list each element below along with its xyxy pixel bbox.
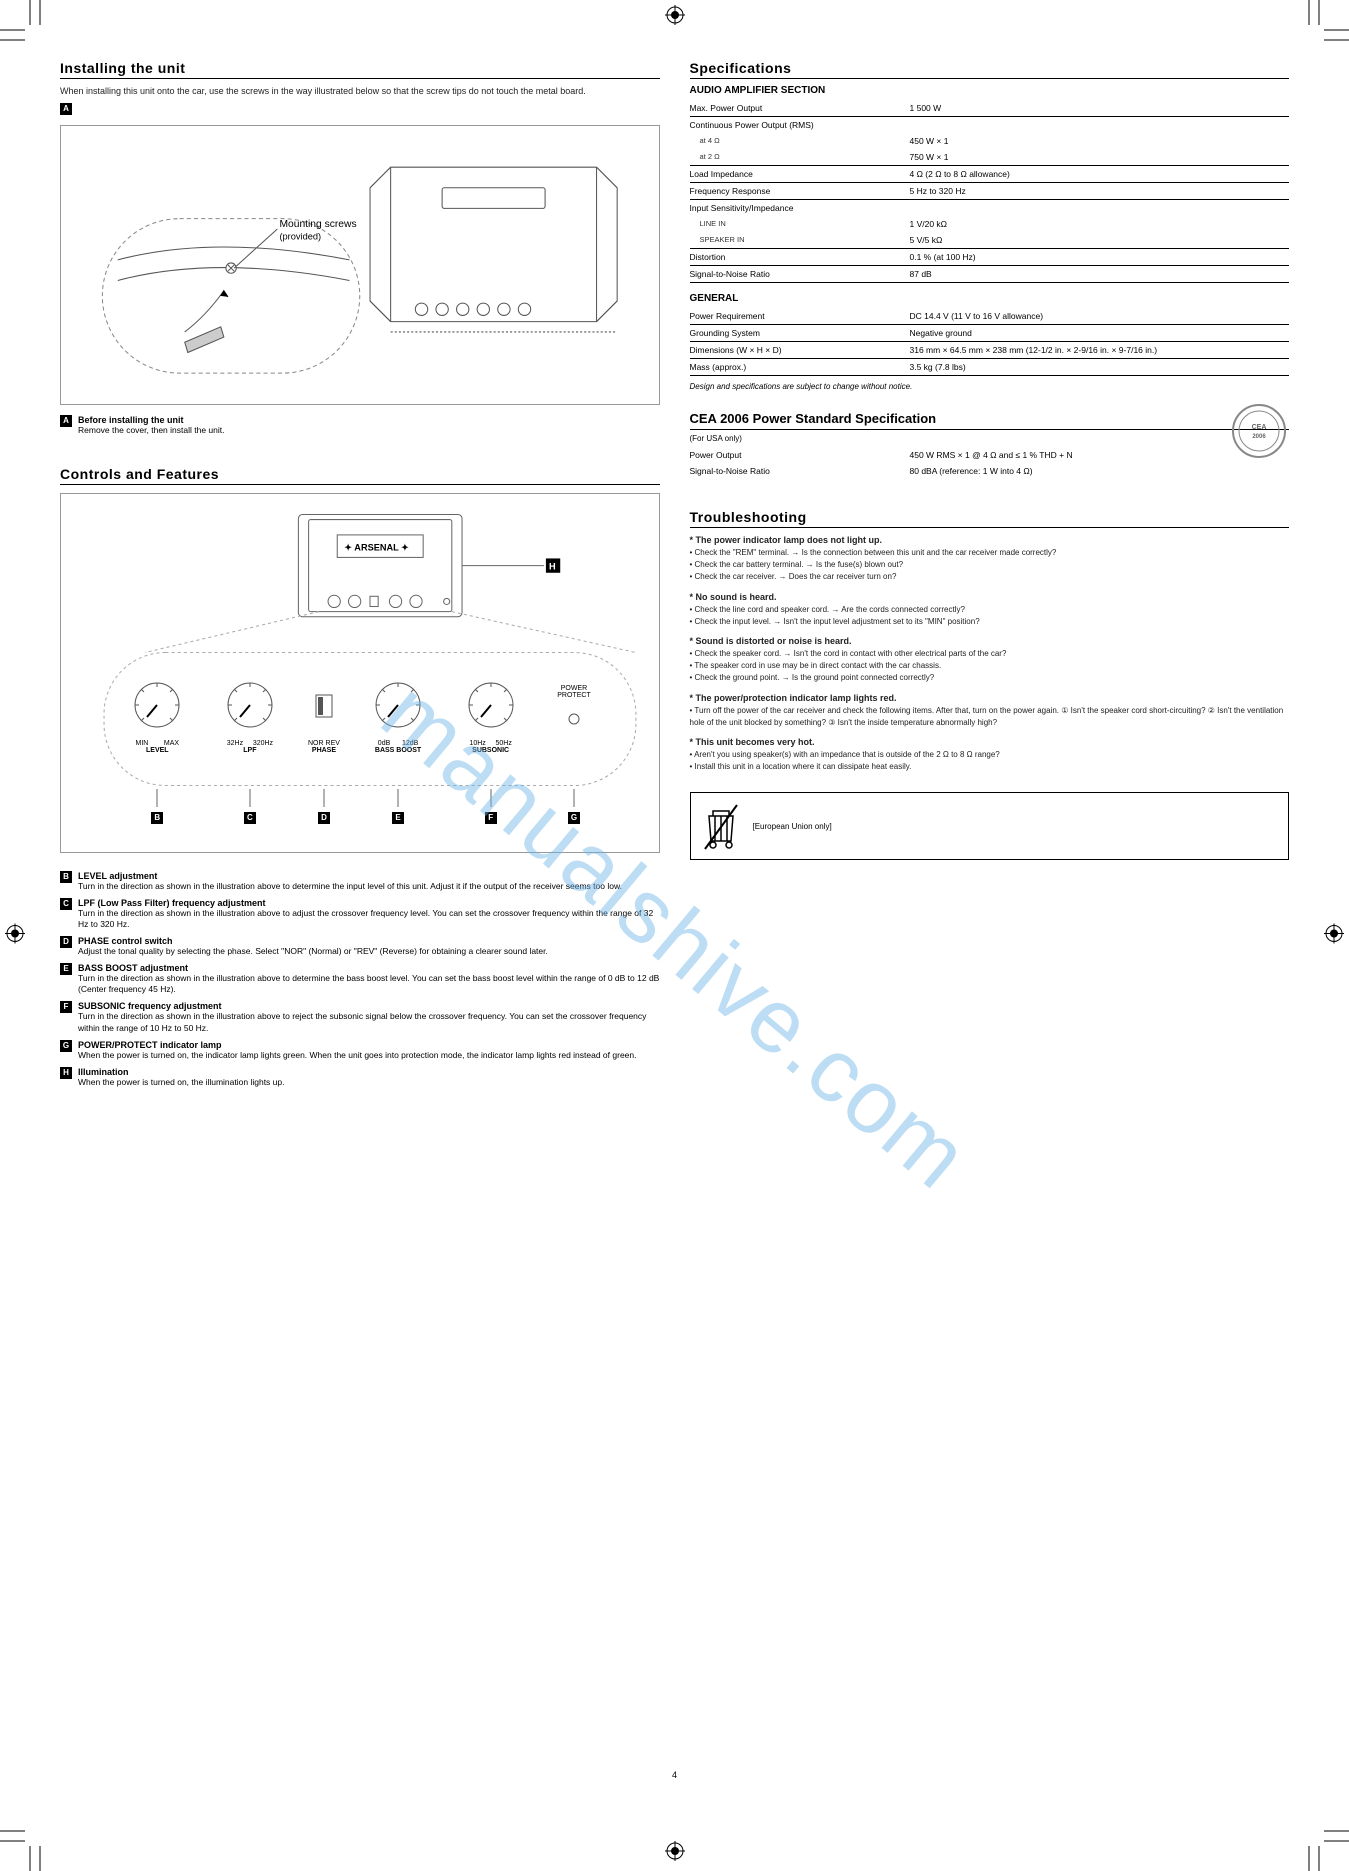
crop-mark-tr [1299, 0, 1349, 50]
fig-a-caption-2: (provided) [279, 231, 321, 241]
item-f: FSUBSONIC frequency adjustmentTurn in th… [60, 1001, 660, 1033]
crop-mark-tl [0, 0, 50, 50]
item-d: DPHASE control switchAdjust the tonal qu… [60, 936, 660, 957]
item-a-label: A [60, 415, 72, 427]
controls-diagram-box: ✦ ARSENAL ✦ H [60, 493, 660, 853]
item-g: GPOWER/PROTECT indicator lampWhen the po… [60, 1040, 660, 1061]
figure-a-box: Mounting screws (provided) [60, 125, 660, 405]
registration-mark-right [1324, 923, 1344, 948]
item-a-row: A Before installing the unit Remove the … [60, 415, 660, 436]
knob-lpf: 32Hz 320Hz LPF [204, 675, 297, 754]
item-a-title: Before installing the unit [78, 415, 660, 425]
knob-bassboost: 0dB 12dB BASS BOOST [352, 675, 445, 754]
trouble-list: * The power indicator lamp does not ligh… [690, 534, 1290, 772]
registration-mark-top [665, 5, 685, 30]
audio-section-title: AUDIO AMPLIFIER SECTION [690, 85, 1290, 96]
weee-icon [701, 801, 741, 851]
audio-spec-table: Max. Power Output1 500 W Continuous Powe… [690, 100, 1290, 283]
left-column: Installing the unit When installing this… [60, 60, 660, 1770]
spec-title: Specifications [690, 60, 1290, 79]
item-b: BLEVEL adjustmentTurn in the direction a… [60, 871, 660, 892]
crop-mark-br [1299, 1821, 1349, 1871]
fig-a-caption-1: Mounting screws [279, 219, 356, 230]
switch-phase: NOR REV PHASE [296, 675, 352, 754]
page-content: Installing the unit When installing this… [60, 60, 1289, 1770]
svg-text:2006: 2006 [1252, 434, 1266, 440]
control-items: BLEVEL adjustmentTurn in the direction a… [60, 871, 660, 1087]
installing-intro: When installing this unit onto the car, … [60, 85, 660, 97]
svg-text:CEA: CEA [1252, 424, 1267, 431]
knob-row: MIN MAX LEVEL 32Hz 320Hz LPF NOR REV PHA… [111, 659, 611, 769]
figure-a-diagram: Mounting screws (provided) [61, 126, 659, 404]
diagram-bottom-labels: B C D E F G [111, 789, 611, 830]
registration-mark-bottom [665, 1841, 685, 1866]
knob-level: MIN MAX LEVEL [111, 675, 204, 754]
brand-label: ✦ ARSENAL ✦ [344, 542, 409, 552]
figure-a-label: A [60, 103, 72, 115]
svg-text:H: H [549, 562, 556, 572]
general-section-title: GENERAL [690, 293, 1290, 304]
knob-subsonic: 10Hz 50Hz SUBSONIC [444, 675, 537, 754]
item-h: HIlluminationWhen the power is turned on… [60, 1067, 660, 1088]
crop-mark-bl [0, 1821, 50, 1871]
spec-disclaimer: Design and specifications are subject to… [690, 382, 1290, 391]
weee-box: [European Union only] [690, 792, 1290, 860]
item-c: CLPF (Low Pass Filter) frequency adjustm… [60, 898, 660, 930]
item-a-desc: Remove the cover, then install the unit. [78, 425, 660, 436]
cea-sub: (For USA only) [690, 434, 1290, 443]
cea-badge-icon: CEA 2006 [1229, 401, 1289, 461]
item-e: EBASS BOOST adjustmentTurn in the direct… [60, 963, 660, 995]
right-column: Specifications AUDIO AMPLIFIER SECTION M… [690, 60, 1290, 1770]
weee-text: [European Union only] [753, 822, 832, 831]
trouble-title: Troubleshooting [690, 509, 1290, 528]
general-spec-table: Power RequirementDC 14.4 V (11 V to 16 V… [690, 308, 1290, 376]
controls-title: Controls and Features [60, 466, 660, 485]
led-indicator: POWERPROTECT [537, 685, 611, 744]
page-number: 4 [60, 1770, 1289, 1780]
cea-title: CEA 2006 Power Standard Specification CE… [690, 411, 1290, 430]
installing-title: Installing the unit [60, 60, 660, 79]
cea-table: Power Output450 W RMS × 1 @ 4 Ω and ≤ 1 … [690, 447, 1290, 479]
registration-mark-left [5, 923, 25, 948]
